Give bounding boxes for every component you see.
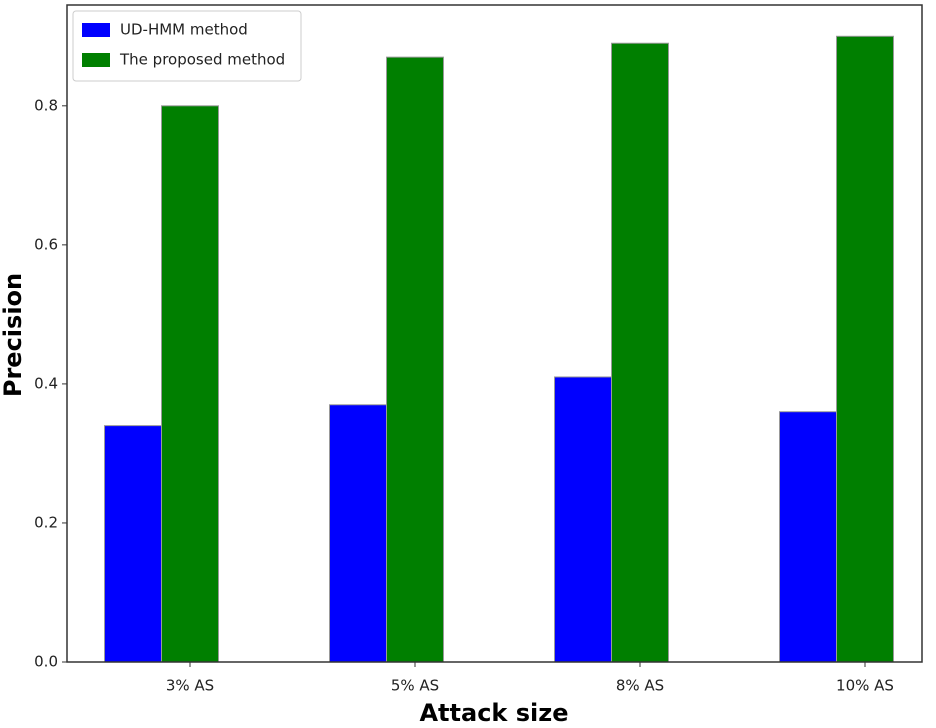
x-axis-title: Attack size xyxy=(419,699,568,727)
legend-label: UD-HMM method xyxy=(120,21,248,39)
x-tick-label: 5% AS xyxy=(391,677,439,695)
plot-frame xyxy=(66,4,923,663)
legend-swatch xyxy=(82,23,110,37)
bar xyxy=(386,56,444,663)
y-tick-label: 0.4 xyxy=(34,374,58,392)
bar xyxy=(779,411,837,663)
x-tick-label: 10% AS xyxy=(836,677,894,695)
x-tick-label: 8% AS xyxy=(616,677,664,695)
bar xyxy=(836,35,894,663)
bar xyxy=(161,105,219,663)
legend-swatch xyxy=(82,53,110,67)
y-axis-title: Precision xyxy=(0,273,27,397)
bar xyxy=(554,376,612,663)
y-tick-label: 0.6 xyxy=(34,235,58,253)
y-tick-label: 0.2 xyxy=(34,513,58,531)
legend-box xyxy=(72,10,302,82)
bar xyxy=(329,404,387,663)
x-tick-label: 3% AS xyxy=(166,677,214,695)
bar xyxy=(104,425,162,663)
y-tick-label: 0.8 xyxy=(34,96,58,114)
y-tick-label: 0.0 xyxy=(34,653,58,671)
bar xyxy=(611,42,669,663)
legend-label: The proposed method xyxy=(119,51,285,69)
